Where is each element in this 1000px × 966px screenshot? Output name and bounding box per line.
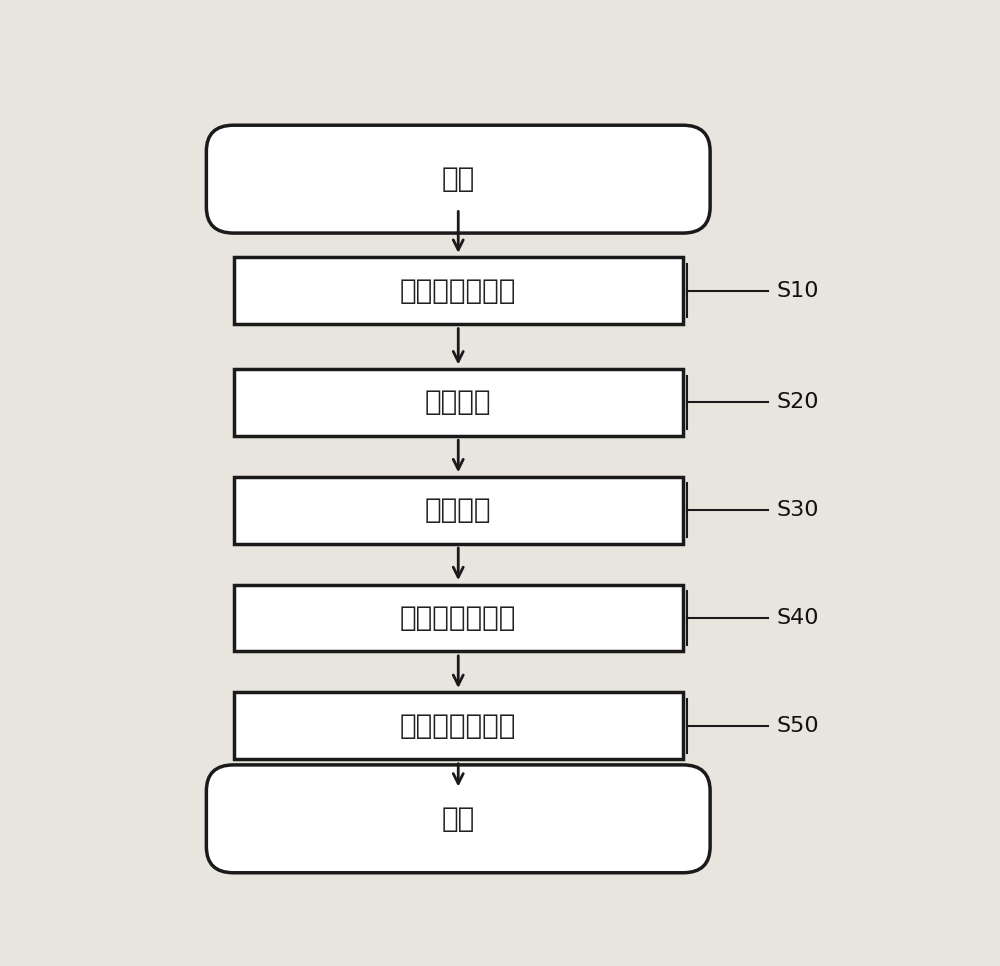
Text: 染色工序: 染色工序	[425, 497, 492, 525]
Text: S50: S50	[776, 716, 819, 736]
Text: 结束: 结束	[442, 805, 475, 833]
Text: S30: S30	[776, 500, 818, 520]
Bar	[234, 369, 683, 436]
Text: S20: S20	[776, 392, 818, 412]
Bar	[234, 257, 683, 325]
FancyBboxPatch shape	[206, 126, 710, 233]
Text: 树脂膜贴合工序: 树脂膜贴合工序	[400, 276, 516, 304]
Text: 保护膜贴合工序: 保护膜贴合工序	[400, 604, 516, 632]
FancyBboxPatch shape	[206, 765, 710, 872]
Text: S10: S10	[776, 281, 818, 300]
Bar	[234, 584, 683, 651]
Bar	[234, 476, 683, 544]
Text: 开始: 开始	[442, 165, 475, 193]
Text: 拉伸工序: 拉伸工序	[425, 388, 492, 416]
Bar	[234, 693, 683, 759]
Text: 基材膜剖离工序: 基材膜剖离工序	[400, 712, 516, 740]
Text: S40: S40	[776, 608, 818, 628]
